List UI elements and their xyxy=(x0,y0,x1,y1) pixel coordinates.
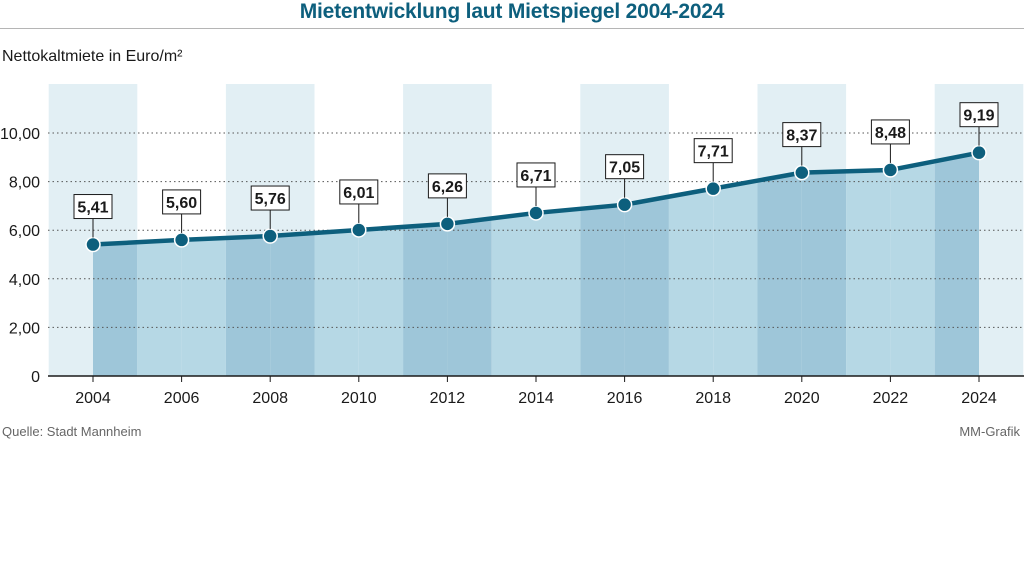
data-label: 8,48 xyxy=(875,125,906,142)
area-segment xyxy=(757,172,802,376)
x-tick-label: 2014 xyxy=(518,390,554,407)
x-tick-label: 2012 xyxy=(430,390,466,407)
data-label: 8,37 xyxy=(786,128,817,145)
area-segment xyxy=(934,152,979,376)
x-tick-label: 2018 xyxy=(695,390,731,407)
data-label: 7,05 xyxy=(609,160,640,177)
x-tick-label: 2008 xyxy=(252,390,288,407)
data-label-box xyxy=(162,189,202,215)
x-tick-label: 2016 xyxy=(607,390,643,407)
y-tick-label: 6,00 xyxy=(9,223,40,240)
data-label: 5,76 xyxy=(255,191,286,208)
area-segment xyxy=(491,212,536,376)
area-segment xyxy=(890,161,935,376)
x-tick-label: 2020 xyxy=(784,390,820,407)
gridlines xyxy=(48,132,1024,328)
area-segment xyxy=(624,196,669,376)
y-tick-label: 0 xyxy=(31,369,40,386)
x-tick-label: 2010 xyxy=(341,390,377,407)
data-point xyxy=(85,236,101,253)
x-tick-label: 2006 xyxy=(164,390,200,407)
x-tick-label: 2004 xyxy=(75,390,111,407)
x-axis xyxy=(48,375,1024,382)
chart-title: Mietentwicklung laut Mietspiegel 2004-20… xyxy=(299,0,725,23)
area-segment xyxy=(93,242,138,376)
title-divider xyxy=(0,28,1024,29)
data-label: 5,41 xyxy=(77,200,108,217)
data-label-box xyxy=(605,154,645,180)
area-segment xyxy=(668,188,714,376)
x-tick-label: 2022 xyxy=(873,390,909,407)
y-tick-labels: 0 2,00 4,00 6,00 8,00 10,00 xyxy=(0,126,40,386)
area-segment xyxy=(270,232,315,376)
data-label: 9,19 xyxy=(963,108,994,125)
area-segment xyxy=(314,229,359,376)
source-note: Quelle: Stadt Mannheim xyxy=(2,424,142,439)
x-tick-label: 2024 xyxy=(961,390,997,407)
area-segment xyxy=(536,208,581,376)
data-point xyxy=(616,196,633,213)
data-label: 5,60 xyxy=(166,195,197,212)
data-label-box xyxy=(250,185,290,211)
area-segment xyxy=(846,169,891,376)
y-axis-label: Nettokaltmiete in Euro/m² xyxy=(2,48,183,65)
data-point xyxy=(262,228,278,244)
area-segment xyxy=(181,237,226,376)
data-label: 6,71 xyxy=(520,168,551,185)
data-points xyxy=(85,144,987,253)
area-segment xyxy=(358,226,404,376)
y-tick-label: 4,00 xyxy=(9,272,40,289)
data-label-box xyxy=(870,119,910,145)
y-tick-label: 10,00 xyxy=(0,126,40,143)
data-label-box xyxy=(693,138,733,164)
data-label-box xyxy=(782,122,822,148)
data-label-box xyxy=(427,173,467,199)
data-point xyxy=(528,205,544,221)
data-labels: 5,41 5,60 5,76 6,01 6,26 6,71 7,05 7,71 8,37 8,48… xyxy=(73,102,999,238)
y-tick-label: 2,00 xyxy=(9,320,40,337)
data-point xyxy=(971,144,987,161)
area-segment xyxy=(447,218,492,376)
area-fill xyxy=(93,152,979,376)
data-point xyxy=(351,222,367,238)
data-label-box xyxy=(516,162,556,188)
data-point xyxy=(173,232,190,248)
data-label-box xyxy=(339,179,379,205)
area-segment xyxy=(225,236,271,376)
data-label: 6,01 xyxy=(343,185,374,202)
data-point xyxy=(882,162,899,178)
data-label-box xyxy=(959,102,999,128)
data-label: 7,71 xyxy=(698,144,729,161)
data-label-box xyxy=(73,194,113,220)
area-segment xyxy=(403,223,448,376)
area-segment xyxy=(137,239,182,376)
data-point xyxy=(794,164,810,181)
x-tick-labels: 2004 2006 2008 2010 2012 2014 2016 2018 2020 2022… xyxy=(75,390,997,407)
area-segment xyxy=(801,171,847,376)
data-point xyxy=(705,180,721,197)
data-label: 6,26 xyxy=(432,179,463,196)
credit-note: MM-Grafik xyxy=(959,424,1020,439)
area-segment xyxy=(580,204,625,376)
y-tick-label: 8,00 xyxy=(9,175,40,192)
data-point xyxy=(439,216,456,232)
